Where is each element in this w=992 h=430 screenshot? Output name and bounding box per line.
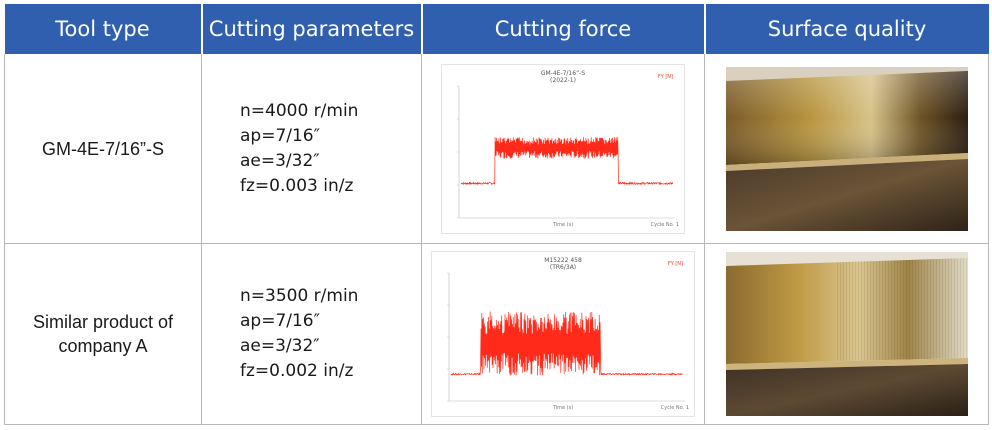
header-cutting-force: Cutting force	[421, 4, 706, 54]
force-signal-line	[460, 136, 674, 185]
tool-type-cell: Similar product of company A	[4, 243, 202, 425]
param-fz: fz=0.003 in/z	[240, 175, 354, 196]
cutting-force-cell: M15222 458 (TR6/3A) FY [N] Time (s) Cycl…	[421, 243, 705, 425]
surface-photo-image	[725, 252, 968, 416]
chart-footer: Cycle No. 1	[661, 405, 689, 411]
header-row: Tool type Cutting parameters Cutting for…	[4, 4, 989, 54]
param-ae: ae=3/32″	[240, 336, 320, 356]
param-fz: fz=0.002 in/z	[240, 361, 354, 381]
param-speed: n=3500 r/min	[240, 286, 359, 306]
surface-quality-cell	[704, 243, 989, 425]
param-ae: ae=3/32″	[240, 150, 320, 171]
chart-subtitle: (TR6/3A)	[550, 264, 576, 271]
surface-quality-cell	[704, 54, 989, 244]
chart-xlabel: Time (s)	[552, 405, 573, 411]
surface-photo	[725, 252, 968, 416]
cutting-force-chart: GM-4E-7/16”-S (2022-1) FY [N] Time (s) C…	[441, 63, 685, 234]
param-ap: ap=7/16″	[240, 311, 320, 331]
tool-type-cell: GM-4E-7/16”-S	[4, 54, 202, 244]
chart-title: GM-4E-7/16”-S	[541, 70, 586, 77]
table-row: GM-4E-7/16”-S n=4000 r/min ap=7/16″ ae=3…	[4, 54, 989, 244]
chart-plot-area	[447, 272, 685, 402]
param-speed: n=4000 r/min	[240, 100, 359, 121]
surface-photo-image	[725, 66, 968, 231]
cutting-parameters-cell: n=3500 r/min ap=7/16″ ae=3/32″ fz=0.002 …	[201, 243, 422, 425]
comparison-table: Tool type Cutting parameters Cutting for…	[4, 4, 989, 425]
chart-plot-area	[457, 85, 675, 218]
chart-title: M15222 458	[544, 257, 582, 264]
chart-footer: Cycle No. 1	[651, 222, 679, 228]
chart-tag: FY [N]	[668, 261, 683, 267]
chart-subtitle: (2022-1)	[550, 77, 576, 84]
chart-xlabel: Time (s)	[552, 222, 573, 228]
chart-tag: FY [N]	[658, 74, 673, 80]
table-row: Similar product of company A n=3500 r/mi…	[4, 243, 989, 425]
cutting-parameters-cell: n=4000 r/min ap=7/16″ ae=3/32″ fz=0.003 …	[201, 54, 422, 244]
cutting-force-chart: M15222 458 (TR6/3A) FY [N] Time (s) Cycl…	[431, 251, 695, 417]
force-signal-line	[450, 311, 683, 377]
cutting-force-cell: GM-4E-7/16”-S (2022-1) FY [N] Time (s) C…	[421, 54, 705, 244]
param-ap: ap=7/16″	[240, 125, 320, 146]
header-cutting-parameters: Cutting parameters	[201, 4, 423, 54]
header-tool-type: Tool type	[4, 4, 203, 54]
header-surface-quality: Surface quality	[704, 4, 989, 54]
surface-photo	[725, 66, 968, 231]
